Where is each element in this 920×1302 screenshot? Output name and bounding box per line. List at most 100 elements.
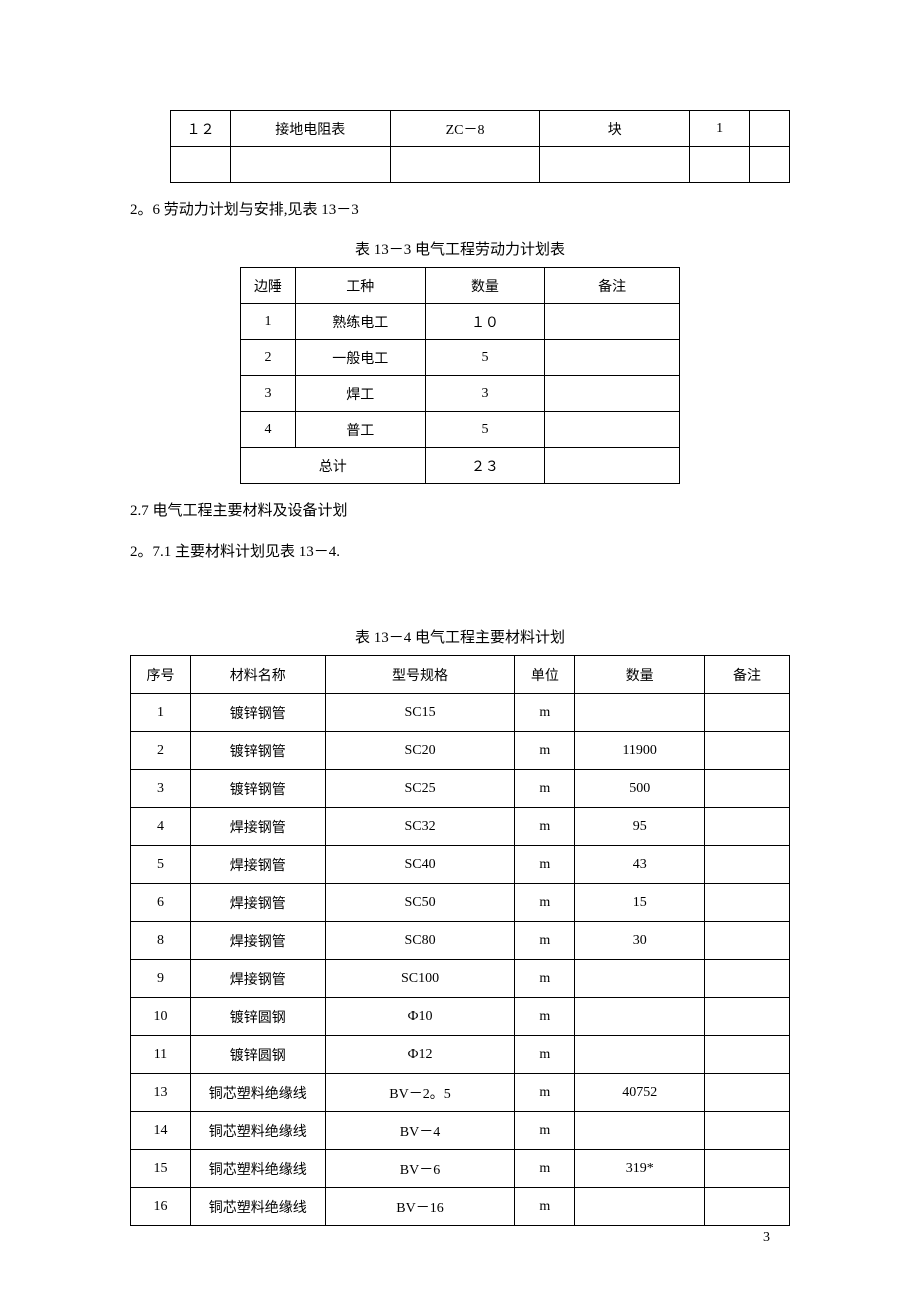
table-row: 5焊接钢管SC40m43: [131, 846, 790, 884]
cell: [705, 884, 790, 922]
cell: [575, 1112, 705, 1150]
table-1: １２ 接地电阻表 ZC－8 块 1: [170, 110, 790, 183]
cell: m: [515, 922, 575, 960]
cell: 5: [425, 340, 545, 376]
header-cell: 材料名称: [190, 656, 325, 694]
cell: SC32: [325, 808, 515, 846]
cell: 2: [131, 732, 191, 770]
cell: 铜芯塑料绝缘线: [190, 1188, 325, 1226]
header-cell: 型号规格: [325, 656, 515, 694]
table-3-materials: 序号 材料名称 型号规格 单位 数量 备注 1镀锌钢管SC15m 2镀锌钢管SC…: [130, 655, 790, 1226]
cell: m: [515, 1150, 575, 1188]
table-row: [171, 147, 790, 183]
cell: m: [515, 998, 575, 1036]
paragraph-material-plan: 2.7 电气工程主要材料及设备计划: [130, 498, 790, 525]
cell: [575, 694, 705, 732]
table-row: 16铜芯塑料绝缘线BV－16m: [131, 1188, 790, 1226]
cell: 焊接钢管: [190, 808, 325, 846]
table-row: 1 熟练电工 １０: [241, 304, 680, 340]
cell: [705, 1150, 790, 1188]
cell: 5: [425, 412, 545, 448]
cell: m: [515, 732, 575, 770]
cell: [705, 1188, 790, 1226]
table-row: 13铜芯塑料绝缘线BV－2。5m40752: [131, 1074, 790, 1112]
cell: m: [515, 846, 575, 884]
cell: [575, 1036, 705, 1074]
cell: 焊接钢管: [190, 922, 325, 960]
cell: [540, 147, 690, 183]
cell: SC15: [325, 694, 515, 732]
cell: m: [515, 884, 575, 922]
cell: 镀锌圆钢: [190, 998, 325, 1036]
cell: 焊工: [295, 376, 425, 412]
cell: 10: [131, 998, 191, 1036]
cell: 500: [575, 770, 705, 808]
header-cell: 序号: [131, 656, 191, 694]
cell: 镀锌钢管: [190, 732, 325, 770]
cell: 接地电阻表: [230, 111, 390, 147]
page-content: １２ 接地电阻表 ZC－8 块 1 2。6 劳动力计划与安排,见表 13－3 表…: [130, 110, 790, 1226]
cell: [575, 998, 705, 1036]
cell: 40752: [575, 1074, 705, 1112]
cell: [705, 1036, 790, 1074]
cell: 普工: [295, 412, 425, 448]
cell: [750, 147, 790, 183]
cell: [545, 304, 680, 340]
table-row: 4 普工 5: [241, 412, 680, 448]
header-cell: 数量: [425, 268, 545, 304]
cell: BV－4: [325, 1112, 515, 1150]
cell: [705, 846, 790, 884]
cell: [575, 1188, 705, 1226]
cell: 镀锌圆钢: [190, 1036, 325, 1074]
table-row: 9焊接钢管SC100m: [131, 960, 790, 998]
cell: [545, 340, 680, 376]
cell: Ф10: [325, 998, 515, 1036]
cell: [545, 448, 680, 484]
cell: 14: [131, 1112, 191, 1150]
cell: [575, 960, 705, 998]
cell: [705, 808, 790, 846]
total-label-cell: 总计: [241, 448, 426, 484]
cell: Ф12: [325, 1036, 515, 1074]
cell: 8: [131, 922, 191, 960]
table-header-row: 序号 材料名称 型号规格 单位 数量 备注: [131, 656, 790, 694]
cell: 焊接钢管: [190, 960, 325, 998]
cell: BV－2。5: [325, 1074, 515, 1112]
cell: [705, 732, 790, 770]
cell: 镀锌钢管: [190, 694, 325, 732]
cell: 95: [575, 808, 705, 846]
cell: 2: [241, 340, 296, 376]
cell: SC80: [325, 922, 515, 960]
cell: [705, 998, 790, 1036]
cell: m: [515, 1188, 575, 1226]
table-row: 10镀锌圆钢Ф10m: [131, 998, 790, 1036]
cell: BV－16: [325, 1188, 515, 1226]
cell: 块: [540, 111, 690, 147]
table-row: 11镀锌圆钢Ф12m: [131, 1036, 790, 1074]
cell: 铜芯塑料绝缘线: [190, 1150, 325, 1188]
cell: SC25: [325, 770, 515, 808]
cell: [750, 111, 790, 147]
cell: [705, 1074, 790, 1112]
table-row: 8焊接钢管SC80m30: [131, 922, 790, 960]
table-2-labor: 边陲 工种 数量 备注 1 熟练电工 １０ 2 一般电工 5 3 焊工 3 4 …: [240, 267, 680, 484]
cell: 焊接钢管: [190, 884, 325, 922]
paragraph-labor-plan: 2。6 劳动力计划与安排,见表 13－3: [130, 197, 790, 224]
cell: 1: [690, 111, 750, 147]
cell: SC20: [325, 732, 515, 770]
cell: SC40: [325, 846, 515, 884]
cell: [705, 960, 790, 998]
cell: m: [515, 808, 575, 846]
cell: 4: [241, 412, 296, 448]
cell: m: [515, 1036, 575, 1074]
table-total-row: 总计 ２３: [241, 448, 680, 484]
table-row: 15铜芯塑料绝缘线BV－6m319*: [131, 1150, 790, 1188]
paragraph-material-plan-ref: 2。7.1 主要材料计划见表 13－4.: [130, 539, 790, 566]
table-row: 3 焊工 3: [241, 376, 680, 412]
cell: m: [515, 770, 575, 808]
cell: [690, 147, 750, 183]
cell: 1: [131, 694, 191, 732]
table-row: 1镀锌钢管SC15m: [131, 694, 790, 732]
header-cell: 边陲: [241, 268, 296, 304]
header-cell: 工种: [295, 268, 425, 304]
